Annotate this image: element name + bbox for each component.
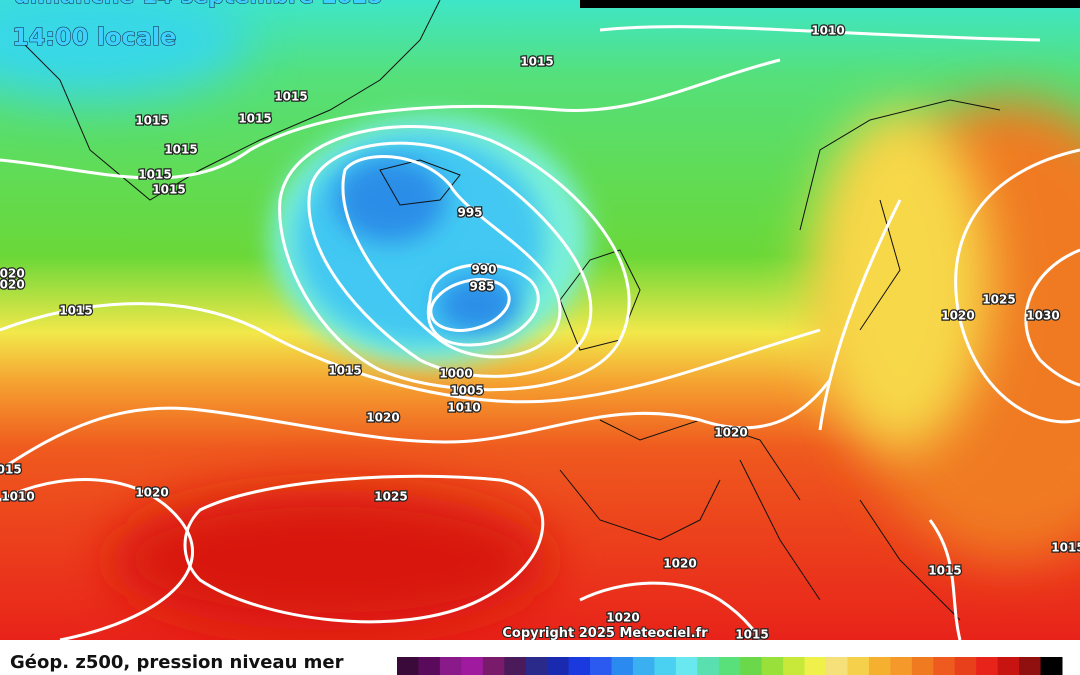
scale-swatch [804, 657, 827, 675]
scale-swatch [933, 657, 956, 675]
isobar-label: 1000 [439, 367, 472, 381]
scale-swatch [783, 657, 806, 675]
isobar-label: 1020 [0, 267, 25, 281]
isobar-label: 985 [469, 280, 494, 294]
color-scale [397, 657, 1063, 675]
scale-swatch [397, 657, 419, 675]
scale-swatch [482, 657, 505, 675]
scale-swatch [1019, 657, 1042, 675]
isobar-label: 1020 [0, 278, 25, 292]
scale-swatch [547, 657, 570, 675]
map-time: 14:00 locale [12, 23, 176, 51]
scale-swatch [740, 657, 763, 675]
isobar-label: 1010 [447, 401, 480, 415]
scale-swatch [997, 657, 1020, 675]
isobar-label: 1020 [714, 426, 747, 440]
isobar-label: 1015 [59, 304, 92, 318]
scale-swatch [761, 657, 784, 675]
isobar-label: 990 [471, 263, 496, 277]
scale-swatch [461, 657, 484, 675]
scale-swatch [954, 657, 977, 675]
isobar-label: 1020 [366, 411, 399, 425]
isobar-label: 1015 [135, 114, 168, 128]
scale-swatch [868, 657, 891, 675]
scale-swatch [697, 657, 720, 675]
scale-swatch [675, 657, 698, 675]
isobar-label: 1015 [520, 55, 553, 69]
scale-swatch [504, 657, 527, 675]
map-date: dimanche 14 septembre 2025 [14, 0, 383, 9]
isobar-label: 995 [457, 206, 482, 220]
isobar-label: 1015 [138, 168, 171, 182]
scale-swatch [525, 657, 548, 675]
isobar-label: 1015 [928, 564, 961, 578]
scale-swatch [1040, 657, 1063, 675]
isobar-label: 1020 [135, 486, 168, 500]
scale-swatch [847, 657, 870, 675]
scale-swatch [568, 657, 591, 675]
scale-swatch [590, 657, 613, 675]
isobar-label: 1015 [328, 364, 361, 378]
isobar-label: 1005 [450, 384, 483, 398]
scale-swatch [911, 657, 934, 675]
isobar-label: 1015 [274, 90, 307, 104]
scale-swatch [826, 657, 848, 675]
isobar-label: 1020 [941, 309, 974, 323]
copyright: Copyright 2025 Meteociel.fr [502, 626, 708, 641]
run-banner [580, 0, 1080, 8]
isobar-label: 1015 [164, 143, 197, 157]
isobar-label: 1020 [606, 611, 639, 625]
isobar-label: 1025 [374, 490, 407, 504]
isobar-label: 1010 [1, 490, 34, 504]
isobar-label: 1020 [663, 557, 696, 571]
isobar-label: 1030 [1026, 309, 1059, 323]
scale-swatch [632, 657, 655, 675]
scale-swatch [611, 657, 634, 675]
scale-swatch [718, 657, 741, 675]
scale-swatch [439, 657, 462, 675]
isobar-label: 1015 [735, 628, 768, 642]
isobars [0, 25, 1080, 642]
isobar-label: 1015 [1051, 541, 1080, 555]
isobar-label: 1010 [811, 24, 844, 38]
scale-swatch [976, 657, 999, 675]
scale-swatch [890, 657, 913, 675]
isobar-label: 1015 [152, 183, 185, 197]
isobar-label: 1025 [982, 293, 1015, 307]
isobar-label: 1015 [0, 463, 22, 477]
scale-swatch [418, 657, 441, 675]
isobar-label: 1015 [238, 112, 271, 126]
legend-title: Géop. z500, pression niveau mer [10, 652, 344, 673]
scale-swatch [654, 657, 677, 675]
